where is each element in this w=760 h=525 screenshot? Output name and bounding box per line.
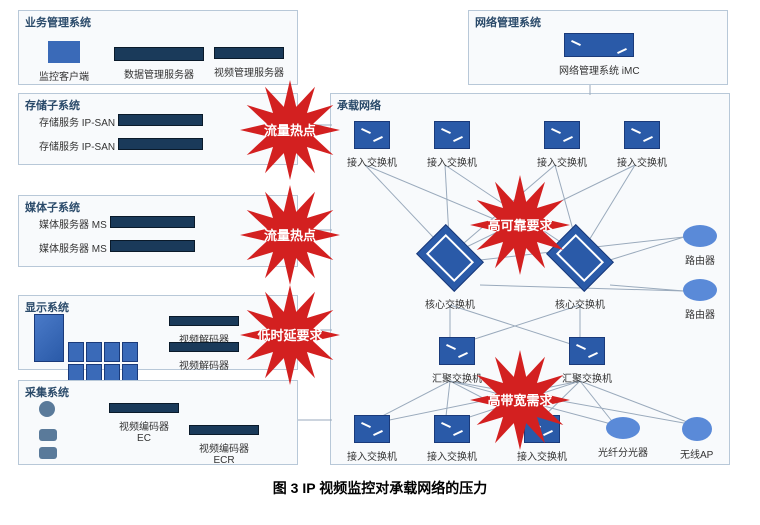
panel-storage-title: 存储子系统	[25, 97, 80, 113]
net-device: 接入交换机	[537, 121, 587, 169]
dev-data-mgmt: 数据管理服务器	[114, 47, 204, 81]
net-device: 路由器	[683, 279, 717, 321]
diagram-root: 业务管理系统 监控客户端 数据管理服务器 视频管理服务器 网络管理系统 网络管理…	[10, 5, 750, 470]
figure-caption: 图 3 IP 视频监控对承载网络的压力	[0, 478, 760, 498]
burst: 流量热点	[240, 80, 340, 180]
panel-biz: 业务管理系统 监控客户端 数据管理服务器 视频管理服务器	[18, 10, 298, 85]
panel-capture: 采集系统 视频编码器 EC 视频编码器 ECR	[18, 380, 298, 465]
dev-encoder-ec: 视频编码器 EC	[109, 403, 179, 444]
net-device: 路由器	[683, 225, 717, 267]
net-device: 接入交换机	[347, 121, 397, 169]
dev-storage1: 存储服务 IP-SAN	[39, 114, 203, 129]
dev-cam-dome	[39, 401, 55, 420]
dev-media1: 媒体服务器 MS	[39, 216, 195, 231]
panel-capture-title: 采集系统	[25, 384, 69, 400]
dev-cam1	[39, 429, 57, 444]
panel-nms: 网络管理系统 网络管理系统 iMC	[468, 10, 728, 85]
dev-storage2: 存储服务 IP-SAN	[39, 138, 203, 153]
panel-bearer-title: 承载网络	[337, 97, 381, 113]
dev-nms-imc: 网络管理系统 iMC	[559, 33, 640, 77]
panel-biz-title: 业务管理系统	[25, 14, 91, 30]
dev-cam2	[39, 447, 57, 462]
panel-nms-title: 网络管理系统	[475, 14, 541, 30]
burst: 高带宽需求	[470, 350, 570, 450]
dev-videowall	[34, 314, 139, 385]
panel-media-title: 媒体子系统	[25, 199, 80, 215]
burst: 流量热点	[240, 185, 340, 285]
net-device: 接入交换机	[617, 121, 667, 169]
dev-monitor-client: 监控客户端	[39, 41, 89, 83]
core-switch: 核心交换机	[423, 237, 477, 311]
panel-display-title: 显示系统	[25, 299, 69, 315]
burst: 高可靠要求	[470, 175, 570, 275]
dev-decoder2: 视频解码器	[169, 342, 239, 372]
net-device: 无线AP	[680, 417, 713, 461]
burst: 低时延要求	[240, 285, 340, 385]
net-device: 光纤分光器	[598, 417, 648, 459]
net-device: 接入交换机	[427, 121, 477, 169]
net-device: 接入交换机	[347, 415, 397, 463]
dev-media2: 媒体服务器 MS	[39, 240, 195, 255]
dev-encoder-ecr: 视频编码器 ECR	[189, 425, 259, 466]
dev-video-mgmt: 视频管理服务器	[214, 47, 284, 79]
